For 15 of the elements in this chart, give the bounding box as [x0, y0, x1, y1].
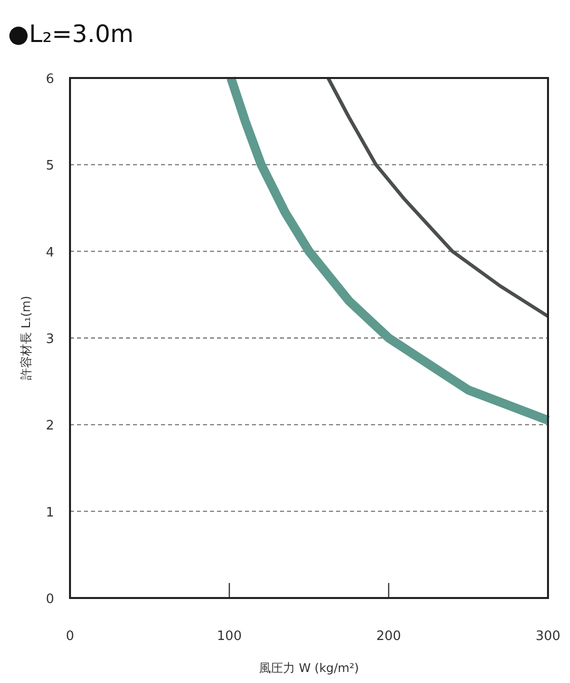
- x-tick-label: 0: [66, 629, 74, 644]
- y-tick-label: 4: [46, 245, 54, 260]
- y-tick-label: 2: [46, 418, 54, 434]
- x-tick-label: 300: [536, 629, 560, 644]
- chart-title: ●L₂=3.0m: [8, 20, 134, 48]
- x-axis-title: 風圧力 W (kg/m²): [259, 661, 359, 675]
- y-tick-label: 6: [46, 72, 54, 87]
- y-tick-label: 5: [46, 158, 54, 174]
- y-axis-title: 許容材長 L₁(m): [19, 296, 33, 380]
- line-series: [326, 76, 550, 318]
- x-tick-label: 200: [376, 629, 402, 644]
- y-tick-label: 1: [46, 505, 54, 520]
- x-tick-label: 100: [216, 629, 242, 644]
- y-tick-label: 3: [46, 332, 54, 347]
- y-tick-label: 0: [46, 592, 54, 607]
